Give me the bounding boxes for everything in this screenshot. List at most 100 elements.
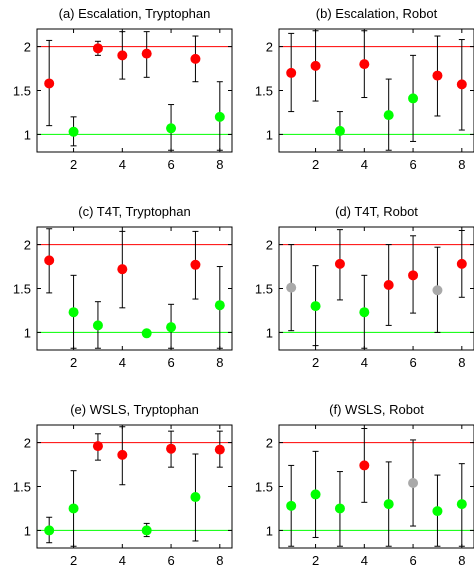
- data-point-green: [432, 506, 443, 517]
- panel-a: (a) Escalation, Tryptophan 2 4 6 8 1 1.5 2: [13, 6, 233, 172]
- panel-title: (e) WSLS, Tryptophan: [70, 402, 199, 417]
- data-point-red: [383, 279, 394, 290]
- data-point-green: [68, 307, 79, 318]
- panel-c: (c) T4T, Tryptophan 2 4 6 8 1 1.5 2: [13, 204, 233, 370]
- data-point-red: [456, 79, 467, 90]
- data-point-green: [456, 499, 467, 510]
- x-tick-label: 6: [167, 355, 174, 370]
- data-point-red: [117, 264, 128, 275]
- data-point-green: [141, 525, 152, 536]
- data-point-green: [166, 123, 177, 134]
- x-tick-label: 8: [458, 157, 465, 172]
- plot-frame: [36, 424, 233, 549]
- x-tick-label: 2: [312, 157, 319, 172]
- panel-f: (f) WSLS, Robot 2 4 6 8 1 1.5 2: [255, 402, 474, 565]
- x-tick-label: 6: [409, 553, 416, 565]
- y-tick-label: 1.5: [13, 282, 31, 297]
- y-tick-label: 1: [266, 127, 273, 142]
- data-point-red: [92, 441, 103, 452]
- x-tick-label: 8: [216, 157, 223, 172]
- data-point-red: [359, 460, 370, 471]
- data-point-green: [359, 307, 370, 318]
- x-tick-label: 4: [361, 157, 368, 172]
- data-point-green: [68, 503, 79, 514]
- data-point-green: [68, 126, 79, 137]
- panel-e: (e) WSLS, Tryptophan 2 4 6 8 1 1.5 2: [13, 402, 233, 565]
- y-tick-label: 2: [24, 40, 31, 55]
- data-point-red: [286, 67, 297, 78]
- data-point-green: [383, 499, 394, 510]
- panel-title: (c) T4T, Tryptophan: [78, 204, 190, 219]
- data-point-green: [408, 93, 419, 104]
- data-point-red: [141, 48, 152, 59]
- y-tick-label: 1.5: [255, 480, 273, 495]
- data-point-green: [214, 111, 225, 122]
- x-tick-label: 2: [312, 355, 319, 370]
- data-point-green: [44, 525, 55, 536]
- y-tick-label: 2: [24, 436, 31, 451]
- plot-frame: [36, 28, 233, 153]
- data-point-green: [383, 110, 394, 121]
- x-tick-label: 2: [70, 553, 77, 565]
- y-tick-label: 1: [266, 325, 273, 340]
- data-point-red: [408, 270, 419, 281]
- data-point-red: [92, 43, 103, 54]
- plot-frame: [36, 226, 233, 351]
- y-tick-label: 1: [266, 523, 273, 538]
- data-point-red: [117, 449, 128, 460]
- y-tick-label: 2: [24, 238, 31, 253]
- x-tick-label: 6: [167, 553, 174, 565]
- data-point-gray: [408, 477, 419, 488]
- x-tick-label: 4: [119, 553, 126, 565]
- data-point-red: [334, 258, 345, 269]
- data-point-red: [456, 258, 467, 269]
- data-point-red: [432, 70, 443, 81]
- x-tick-label: 4: [119, 355, 126, 370]
- data-point-red: [310, 60, 321, 71]
- plot-frame: [278, 28, 474, 153]
- data-point-gray: [432, 285, 443, 296]
- data-point-green: [334, 503, 345, 514]
- data-point-red: [190, 259, 201, 270]
- data-point-red: [359, 59, 370, 70]
- x-tick-label: 8: [458, 553, 465, 565]
- data-point-green: [92, 320, 103, 331]
- y-tick-label: 1.5: [13, 480, 31, 495]
- panel-title: (d) T4T, Robot: [335, 204, 418, 219]
- y-tick-label: 2: [266, 40, 273, 55]
- panel-b: (b) Escalation, Robot 2 4 6 8 1 1.5 2: [255, 6, 474, 172]
- panel-title: (b) Escalation, Robot: [316, 6, 438, 21]
- y-tick-label: 1.5: [255, 84, 273, 99]
- x-tick-label: 8: [216, 553, 223, 565]
- data-point-red: [44, 78, 55, 89]
- y-tick-label: 1.5: [255, 282, 273, 297]
- data-point-red: [214, 444, 225, 455]
- y-tick-label: 1: [24, 127, 31, 142]
- panel-title: (a) Escalation, Tryptophan: [59, 6, 211, 21]
- x-tick-label: 8: [458, 355, 465, 370]
- data-point-green: [141, 328, 152, 339]
- data-point-gray: [286, 282, 297, 293]
- data-point-green: [310, 489, 321, 500]
- data-point-green: [166, 322, 177, 333]
- plot-frame: [278, 424, 474, 549]
- plot-frame: [278, 226, 474, 351]
- data-point-red: [190, 53, 201, 64]
- y-tick-label: 2: [266, 436, 273, 451]
- x-tick-label: 8: [216, 355, 223, 370]
- x-tick-label: 2: [70, 355, 77, 370]
- y-tick-label: 1.5: [13, 84, 31, 99]
- panel-d: (d) T4T, Robot 2 4 6 8 1 1.5 2: [255, 204, 474, 370]
- y-tick-label: 1: [24, 325, 31, 340]
- x-tick-label: 4: [119, 157, 126, 172]
- data-point-green: [334, 125, 345, 136]
- data-point-green: [214, 300, 225, 311]
- x-tick-label: 6: [409, 355, 416, 370]
- panel-title: (f) WSLS, Robot: [329, 402, 424, 417]
- x-tick-label: 4: [361, 553, 368, 565]
- x-tick-label: 6: [409, 157, 416, 172]
- data-point-red: [117, 50, 128, 61]
- x-tick-label: 2: [70, 157, 77, 172]
- data-point-green: [310, 301, 321, 312]
